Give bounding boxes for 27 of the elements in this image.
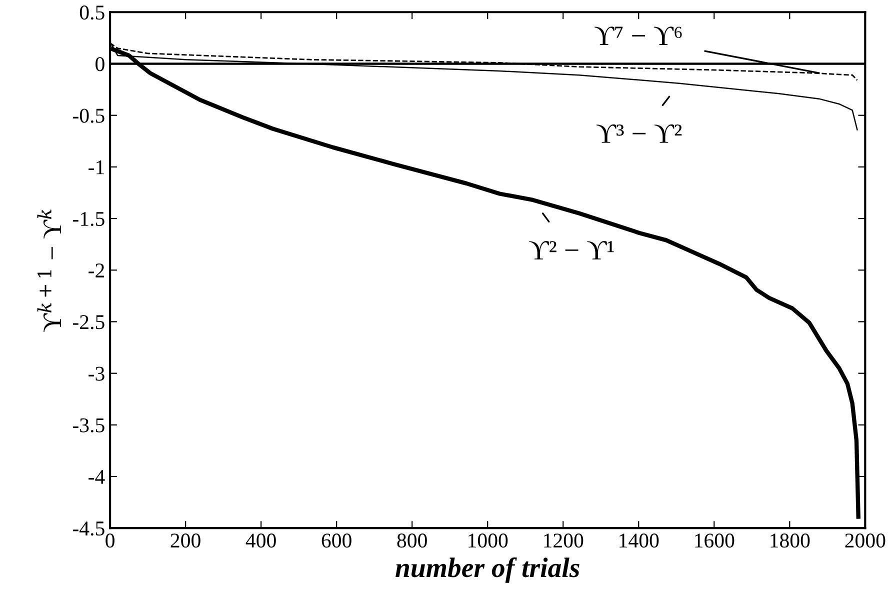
- x-tick-label: 1000: [468, 534, 508, 548]
- y-tick-label: -2: [88, 264, 104, 278]
- y-tick-label: -4: [88, 470, 105, 484]
- x-tick-label: 0: [106, 534, 114, 548]
- y-tick-label: -1.5: [72, 212, 104, 226]
- x-tick-label: 2000: [845, 534, 886, 548]
- y-tick-label: -3: [88, 366, 104, 381]
- y-tick-label: 0.5: [80, 6, 104, 20]
- x-tick-label: 200: [170, 534, 200, 548]
- x-tick-label: 1800: [770, 534, 810, 548]
- x-tick-label: 400: [246, 534, 276, 548]
- annotation: ϒ³ − ϒ²: [596, 124, 682, 143]
- x-tick-label: 1400: [620, 534, 659, 548]
- y-axis-title: ϒ$^{k+1}$ − ϒ$^{k}$: [37, 210, 61, 332]
- x-tick-label: 600: [322, 534, 352, 548]
- y-tick-label: -1: [88, 160, 104, 174]
- annotation: ϒ² − ϒ¹: [529, 241, 614, 260]
- x-tick-label: 800: [397, 534, 427, 548]
- annotation: ϒ⁷ − ϒ⁶: [594, 26, 682, 45]
- y-tick-label: -2.5: [72, 315, 104, 330]
- y-tick-label: 0: [96, 57, 104, 72]
- y-tick-label: -4.5: [72, 522, 104, 536]
- x-tick-label: 1600: [695, 534, 734, 548]
- x-tick-label: 1200: [544, 534, 584, 548]
- y-tick-label: -0.5: [72, 108, 104, 123]
- y-tick-label: -3.5: [72, 418, 104, 432]
- x-axis-title: number of trials: [396, 557, 580, 583]
